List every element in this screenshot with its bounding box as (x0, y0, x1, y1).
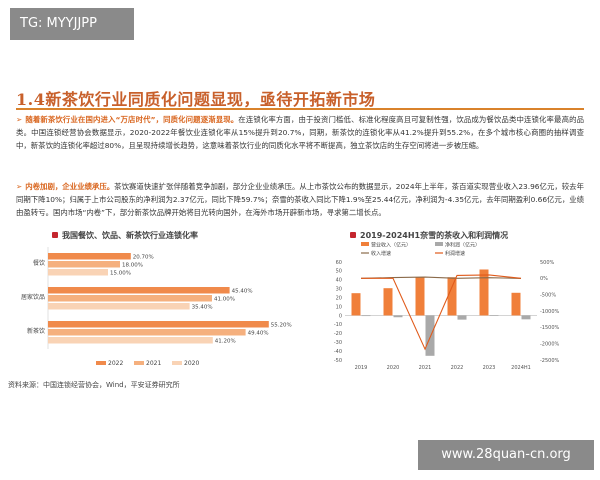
chart2-y-right-tick: -1500% (540, 325, 560, 331)
chart1-bar-label: 49.40% (248, 331, 269, 337)
source-note: 资料来源：中国连锁经营协会，Wind，平安证券研究所 (8, 381, 180, 389)
chart1-legend-swatch (96, 361, 106, 365)
chart2-y-left-tick: 0 (339, 313, 342, 319)
chart2-y-left-tick: 40 (336, 278, 342, 284)
chart2-revenue-bar (415, 277, 425, 316)
chart1-bar (48, 287, 230, 294)
chart2-y-right-tick: 500% (540, 260, 555, 266)
chart2-legend-swatch (435, 242, 443, 246)
chart1-bar-label: 20.70% (133, 255, 154, 261)
chart1-legend-label: 2021 (146, 360, 161, 367)
chart2-x-tick: 2021 (419, 365, 432, 371)
chart1-bar (48, 261, 120, 268)
chart2-profit-growth-line (361, 274, 522, 351)
chart1-bar-label: 15.00% (110, 271, 131, 277)
chart2-profit-bar (425, 315, 435, 356)
chart2-y-left-tick: 20 (336, 295, 342, 301)
chart2-x-tick: 2019 (355, 365, 368, 371)
paragraph-2: ➢ 内卷加剧，企业业绩承压。茶饮赛道快速扩张伴随着竞争加剧，部分企业业绩承压。从上… (16, 180, 584, 219)
chart1-bar-label: 45.40% (232, 289, 253, 295)
chart2-y-left-tick: 10 (336, 304, 342, 310)
chart2-x-tick: 2022 (451, 365, 464, 371)
chart2-y-left-tick: -30 (334, 340, 342, 346)
chart2-title: 2019-2024H1奈雪的茶收入和利润情况 (360, 231, 509, 240)
chart2-revenue-bar (351, 293, 361, 316)
chart1-category-label: 居家饮品 (21, 293, 45, 301)
chart2-x-tick: 2024H1 (511, 365, 531, 371)
chart2-legend-label: 营业收入（亿元） (371, 242, 411, 249)
chart2-profit-bar (489, 315, 499, 316)
chart2-profit-bar (521, 315, 531, 320)
chart2-profit-bar (361, 315, 371, 317)
chart2-revenue-bar (479, 269, 489, 316)
chart2-profit-bar (393, 315, 403, 318)
watermark-site: www.28quan-cn.org (418, 440, 594, 470)
chart1-legend-label: 2020 (184, 360, 199, 367)
chart2-revenue-growth-line (360, 276, 522, 279)
chart1-legend-label: 2022 (108, 360, 123, 367)
chart1-bar-label: 18.00% (122, 263, 143, 269)
chart2-y-left-tick: 60 (336, 260, 342, 266)
chart2-revenue-bar (511, 292, 521, 316)
chart2-y-right-tick: -1000% (540, 309, 560, 315)
chart1-bar (48, 269, 108, 276)
chart1-bar (48, 321, 269, 328)
chart2-legend-label: 收入增速 (371, 250, 391, 257)
bullet-icon: ➢ (16, 115, 23, 124)
bullet-icon: ➢ (16, 182, 23, 191)
chart1-bar-label: 35.40% (192, 305, 213, 311)
chart2-y-left-tick: -20 (334, 331, 342, 337)
chart1-legend-swatch (172, 361, 182, 365)
chart1-bar (48, 337, 213, 344)
paragraph-2-lead: 内卷加剧，企业业绩承压。 (25, 182, 115, 191)
chart2-y-left-tick: 50 (336, 269, 342, 275)
chart1-bar-label: 41.00% (214, 297, 235, 303)
watermark-tag: TG: MYYJJPP (10, 8, 134, 40)
chart1-legend-swatch (134, 361, 144, 365)
chart2-legend-swatch (361, 242, 369, 246)
chart2-y-left-tick: -40 (334, 349, 342, 355)
paragraph-1-lead: 随着新茶饮行业在国内进入“万店时代”，同质化问题逐渐显现。 (25, 115, 239, 124)
chart1-bar (48, 253, 131, 260)
paragraph-1-body: 在连锁化率方面，由于投资门槛低、标准化程度高且可复制性强，饮品成为餐饮品类中连锁… (16, 115, 584, 150)
chart2-y-right-tick: -500% (540, 292, 556, 298)
chart-title-icon (52, 232, 58, 238)
chart2-y-left-tick: 30 (336, 287, 342, 293)
chart1-bar (48, 329, 246, 336)
paragraph-1: ➢ 随着新茶饮行业在国内进入“万店时代”，同质化问题逐渐显现。在连锁化率方面，由于… (16, 113, 584, 152)
chart2-y-right-tick: 0% (540, 276, 548, 282)
nayuki-revenue-profit-chart: 营业收入（亿元） 净利润（亿元） 收入增速 利润增速 60 50 40 30 20 10 0 -10 -… (334, 242, 560, 372)
chart1-title: 我国餐饮、饮品、新茶饮行业连锁化率 (62, 231, 198, 240)
chart2-profit-bar (457, 315, 467, 320)
chart2-x-tick: 2020 (387, 365, 400, 371)
chart1-bar (48, 303, 190, 310)
chart1-category-label: 新茶饮 (27, 327, 45, 335)
chart1-category-label: 餐饮 (33, 259, 45, 267)
chart2-legend-label: 利润增速 (445, 250, 465, 257)
chart2-revenue-bar (383, 288, 393, 316)
section-heading: 1.4新茶饮行业同质化问题显现，亟待开拓新市场 (16, 90, 376, 109)
chain-rate-chart: 餐饮 20.70% 18.00% 15.00% 居家饮品 45.40% 41.00%35.4… (21, 247, 292, 367)
chart2-y-right-tick: -2000% (540, 341, 560, 347)
chart1-bar (48, 295, 212, 302)
chart1-bar-label: 41.20% (215, 339, 236, 345)
heading-rule (16, 108, 584, 110)
chart2-y-right-tick: -2500% (540, 358, 560, 364)
chart1-bar-label: 55.20% (271, 323, 292, 329)
chart2-y-left-tick: -10 (334, 322, 342, 328)
chart-title-icon (350, 232, 356, 238)
chart2-y-left-tick: -50 (334, 358, 342, 364)
chart2-x-tick: 2023 (483, 365, 496, 371)
paragraph-2-body: 茶饮赛道快速扩张伴随着竞争加剧，部分企业业绩承压。从上市茶饮公布的数据显示，20… (16, 182, 584, 217)
chart2-legend-label: 净利润（亿元） (445, 242, 480, 249)
chart2-revenue-bar (447, 277, 457, 316)
